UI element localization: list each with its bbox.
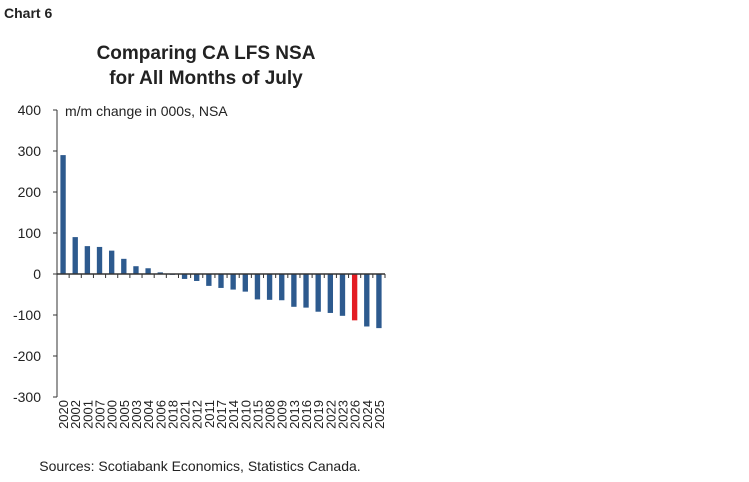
chart-title: for All Months of July (109, 68, 303, 89)
bar (291, 274, 297, 307)
x-tick-label: 2001 (80, 400, 95, 429)
x-tick-label: 2016 (299, 400, 314, 429)
bar (279, 274, 285, 301)
x-tick-label: 2009 (275, 400, 290, 429)
bar (327, 274, 334, 313)
x-tick-label: 2002 (68, 400, 83, 429)
y-tick-label: 400 (18, 102, 42, 118)
x-tick-label: 2017 (214, 400, 229, 429)
y-tick-label: 100 (18, 225, 42, 241)
y-tick-label: -200 (13, 348, 41, 364)
bar (339, 274, 346, 316)
bar (242, 274, 248, 292)
bar (84, 246, 91, 274)
y-tick-label: 0 (33, 266, 41, 282)
x-tick-label: 2004 (141, 400, 156, 429)
chart-title: Comparing CA LFS NSA (97, 43, 316, 64)
bar (376, 274, 382, 329)
x-tick-label: 2015 (250, 400, 265, 429)
bar (218, 274, 224, 288)
x-tick-label: 2026 (348, 400, 363, 429)
x-tick-label: 2003 (129, 400, 144, 429)
x-tick-label: 2006 (153, 400, 168, 429)
bar (72, 237, 78, 274)
x-tick-label: 2021 (178, 400, 193, 429)
y-tick-label: -100 (13, 307, 41, 323)
x-tick-label: 2011 (202, 400, 217, 428)
y-tick-label: 300 (18, 143, 42, 159)
bar (230, 274, 236, 290)
bar (60, 155, 66, 274)
x-tick-label: 2025 (372, 400, 387, 429)
y-tick-label: -300 (13, 389, 41, 405)
bar (133, 266, 139, 274)
x-tick-label: 2005 (117, 400, 132, 429)
bar (351, 274, 358, 321)
x-tick-label: 2010 (238, 400, 253, 429)
bar (145, 268, 151, 274)
y-tick-label: 200 (18, 184, 42, 200)
x-tick-label: 2022 (323, 400, 338, 429)
bar (96, 246, 103, 274)
x-tick-label: 2008 (263, 400, 278, 429)
bar (315, 274, 321, 312)
x-tick-label: 2007 (93, 400, 108, 429)
chart-label: Chart 6 (4, 5, 52, 21)
bar (364, 274, 370, 327)
bar (121, 258, 127, 274)
bar (266, 274, 273, 300)
bar (194, 274, 200, 281)
bar (157, 272, 163, 274)
x-tick-label: 2018 (165, 400, 180, 429)
x-tick-label: 2020 (56, 400, 71, 429)
y-axis-label: m/m change in 000s, NSA (65, 103, 228, 119)
bar (108, 250, 115, 274)
x-tick-label: 2019 (311, 400, 326, 429)
x-tick-label: 2000 (105, 400, 120, 429)
bar (206, 274, 212, 286)
x-tick-label: 2012 (190, 400, 205, 429)
x-tick-label: 2023 (335, 400, 350, 429)
x-tick-label: 2013 (287, 400, 302, 429)
x-tick-label: 2024 (360, 400, 375, 429)
x-tick-label: 2014 (226, 400, 241, 429)
source: Sources: Scotiabank Economics, Statistic… (39, 458, 360, 474)
bar (303, 274, 309, 308)
bar (254, 274, 261, 300)
bar (181, 274, 188, 279)
